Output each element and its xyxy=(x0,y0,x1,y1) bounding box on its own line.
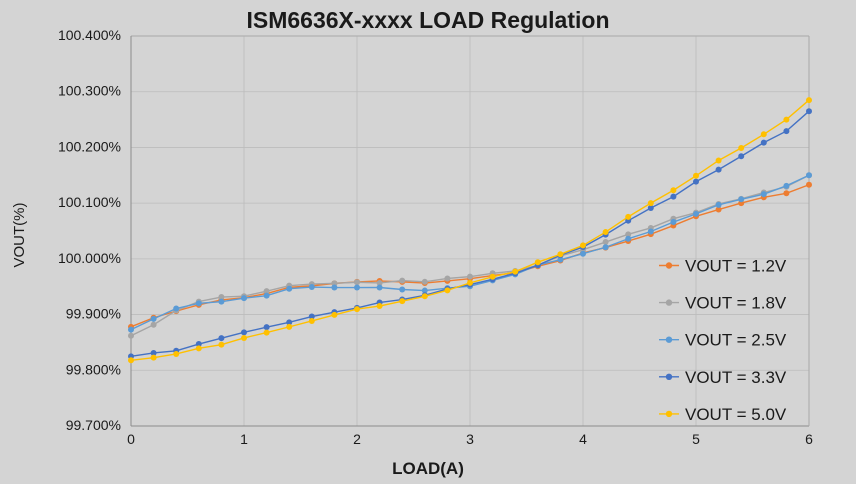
svg-text:VOUT = 5.0V: VOUT = 5.0V xyxy=(685,405,787,424)
svg-text:2: 2 xyxy=(353,431,361,447)
svg-text:VOUT = 2.5V: VOUT = 2.5V xyxy=(685,331,787,350)
svg-text:4: 4 xyxy=(579,431,587,447)
svg-text:100.200%: 100.200% xyxy=(58,138,121,154)
svg-text:1: 1 xyxy=(240,431,248,447)
svg-text:VOUT = 1.2V: VOUT = 1.2V xyxy=(685,257,787,276)
svg-text:5: 5 xyxy=(692,431,700,447)
svg-text:99.700%: 99.700% xyxy=(66,417,121,433)
svg-text:99.900%: 99.900% xyxy=(66,306,121,322)
svg-text:100.000%: 100.000% xyxy=(58,250,121,266)
svg-text:VOUT = 3.3V: VOUT = 3.3V xyxy=(685,368,787,387)
svg-text:100.300%: 100.300% xyxy=(58,83,121,99)
svg-text:VOUT = 1.8V: VOUT = 1.8V xyxy=(685,294,787,313)
svg-text:3: 3 xyxy=(466,431,474,447)
svg-text:0: 0 xyxy=(127,431,135,447)
svg-text:100.100%: 100.100% xyxy=(58,194,121,210)
svg-text:VOUT(%): VOUT(%) xyxy=(11,203,28,268)
svg-text:99.800%: 99.800% xyxy=(66,361,121,377)
svg-text:6: 6 xyxy=(805,431,813,447)
